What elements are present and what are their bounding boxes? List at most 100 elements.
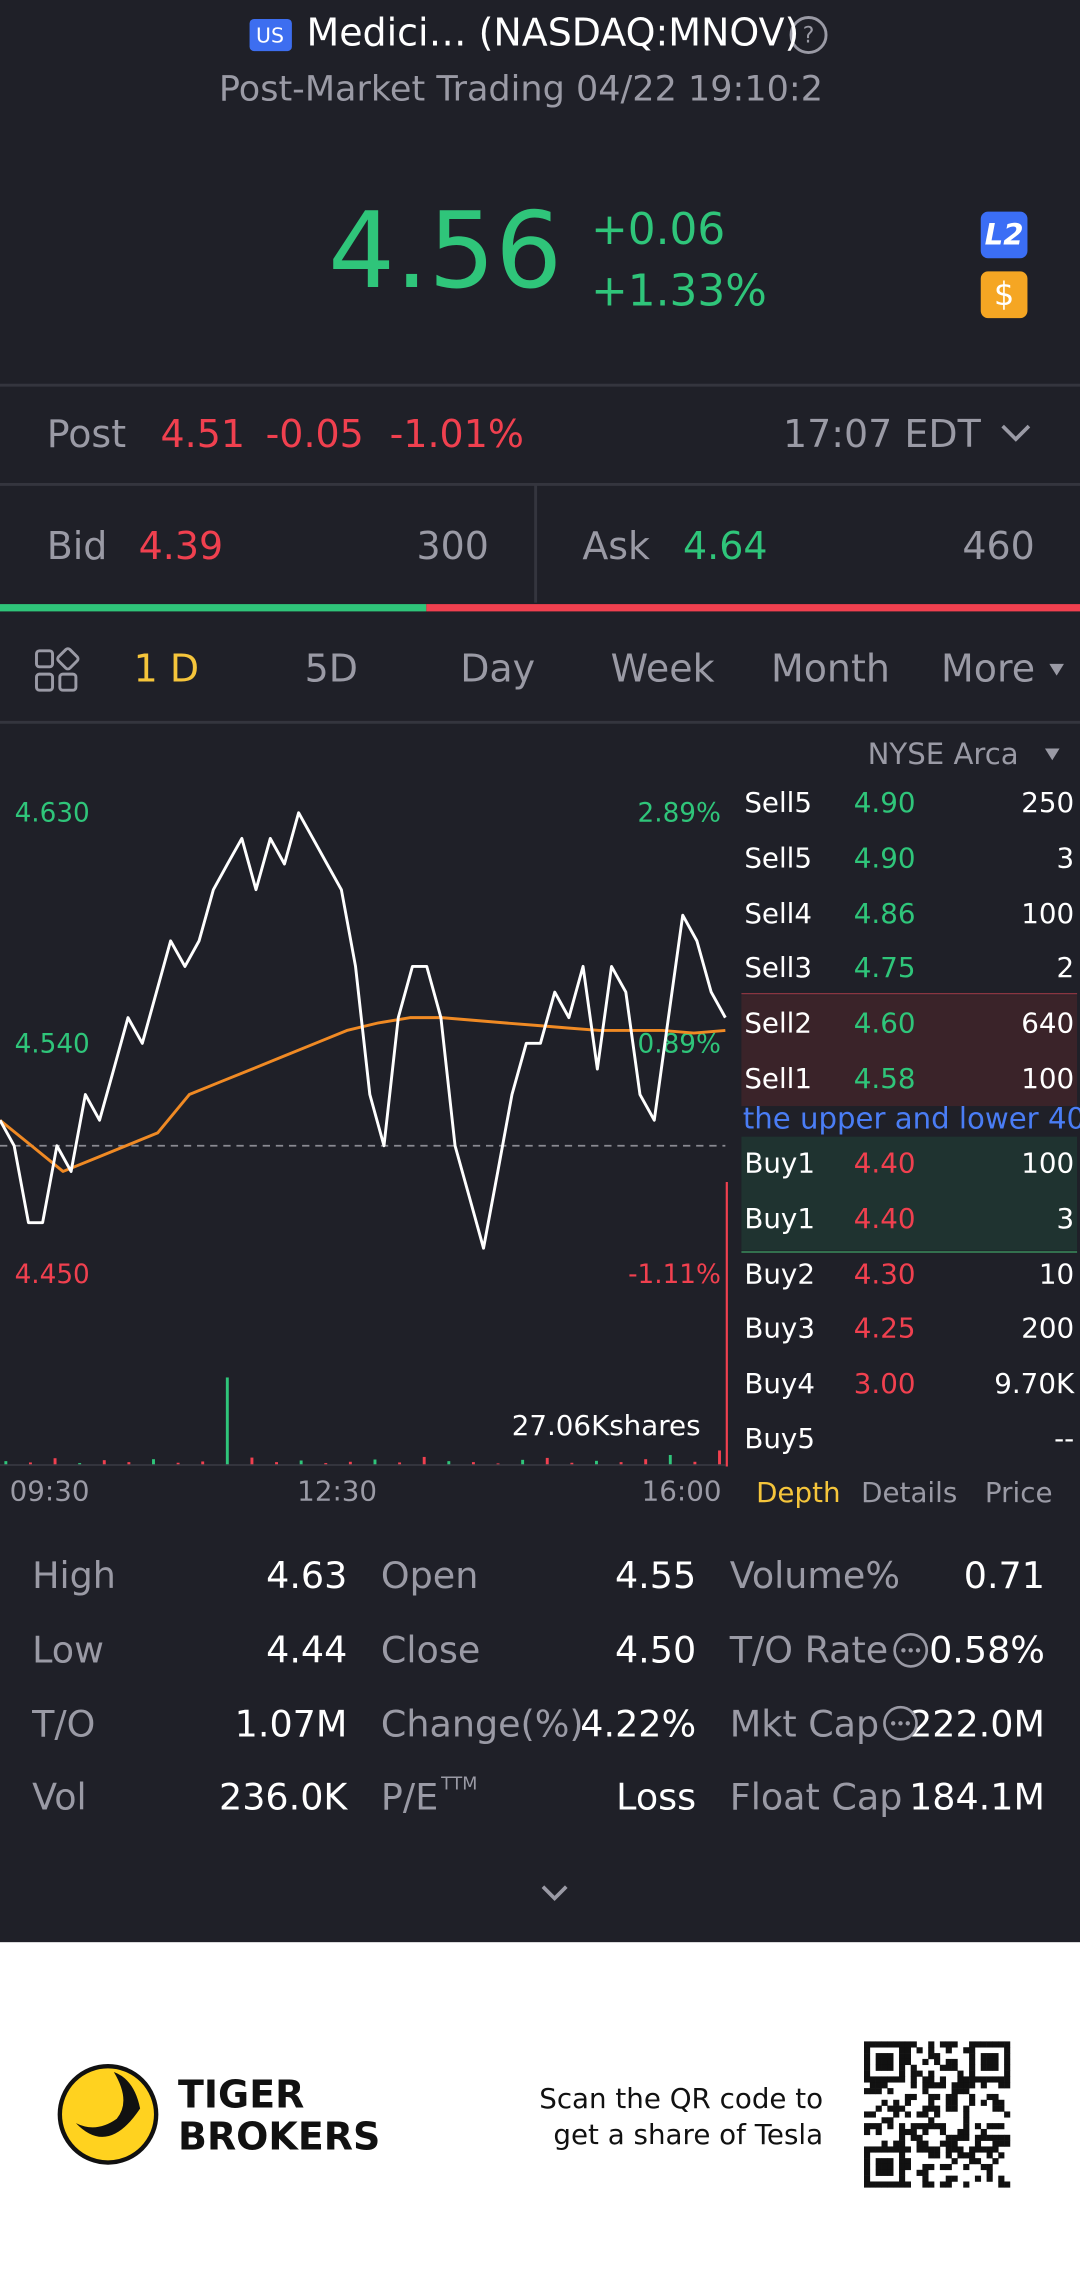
info-dot [915, 1648, 921, 1653]
qr-cell [969, 2099, 976, 2106]
more-arrow[interactable] [1049, 663, 1064, 676]
qr-cell [986, 2058, 993, 2066]
bid-size: 300 [416, 524, 488, 568]
qr-cell [998, 2175, 1005, 2182]
qr-cell [986, 2041, 993, 2048]
qr-cell [969, 2093, 976, 2101]
qr-cell [904, 2053, 911, 2060]
info-dot [891, 1721, 896, 1726]
qr-cell [910, 2041, 917, 2048]
volume-bar [595, 1460, 598, 1466]
qr-cell [928, 2181, 935, 2188]
qr-cell [957, 2076, 964, 2083]
qr-cell [864, 2181, 871, 2188]
qr-cell [986, 2175, 993, 2182]
y-tick-label: 4.630 [15, 799, 90, 829]
book-price: 4.25 [854, 1311, 916, 1344]
qr-cell [969, 2053, 976, 2060]
book-tab[interactable]: Price [985, 1476, 1053, 1509]
stat-value: Loss [616, 1776, 696, 1819]
qr-cell [1004, 2111, 1011, 2118]
qr-cell [864, 2088, 871, 2095]
volume-bar [521, 1459, 525, 1466]
qr-cell [864, 2070, 871, 2077]
qr-cell [945, 2175, 952, 2182]
book-size: 200 [1021, 1311, 1074, 1344]
stat-label: P/E [381, 1776, 438, 1819]
qr-cell [963, 2152, 970, 2159]
qr-cell [904, 2158, 911, 2165]
book-level: Buy1 [744, 1146, 815, 1179]
x-tick-label: 16:00 [642, 1475, 722, 1508]
period-tab[interactable]: More [941, 647, 1035, 691]
qr-cell [998, 2041, 1005, 2048]
qr-cell [899, 2134, 906, 2141]
book-price: 4.58 [854, 1062, 916, 1095]
expand-chevron[interactable] [541, 1885, 568, 1901]
qr-cell [928, 2123, 935, 2130]
level2-badge-bg [980, 211, 1028, 259]
qr-cell [899, 2123, 906, 2130]
book-tab[interactable]: Details [861, 1476, 957, 1509]
ask-label: Ask [582, 524, 650, 568]
qr-cell [986, 2093, 993, 2101]
qr-cell [992, 2158, 999, 2165]
stat-label: T/O [31, 1703, 95, 1746]
qr-cell [963, 2117, 970, 2124]
book-tab[interactable]: Depth [756, 1476, 840, 1509]
period-tab[interactable]: Week [611, 647, 715, 691]
qr-cell [969, 2146, 976, 2153]
qr-cell [869, 2088, 876, 2095]
qr-cell [986, 2053, 993, 2060]
qr-cell [945, 2140, 952, 2147]
qr-cell [986, 2076, 993, 2083]
qr-cell [899, 2053, 906, 2060]
qr-cell [934, 2093, 941, 2101]
qr-cell [875, 2041, 882, 2048]
stat-value: 4.50 [615, 1628, 696, 1671]
qr-cell [934, 2058, 941, 2066]
exchange-dropdown[interactable] [1044, 748, 1060, 761]
qr-cell [893, 2099, 900, 2106]
qr-cell [922, 2163, 929, 2171]
qr-cell [945, 2058, 952, 2066]
qr-cell [951, 2064, 958, 2071]
qr-cell [887, 2105, 894, 2112]
y-tick-label: 4.540 [15, 1029, 90, 1059]
help-icon[interactable] [789, 16, 828, 54]
qr-cell [893, 2111, 900, 2118]
qr-cell [910, 2128, 917, 2136]
stat-label: Close [381, 1628, 480, 1671]
qr-cell [934, 2123, 941, 2130]
qr-cell [969, 2076, 976, 2083]
exchange-selector[interactable]: NYSE Arca [868, 737, 1019, 771]
book-size: 640 [1021, 1006, 1074, 1039]
qr-cell [963, 2088, 970, 2095]
qr-cell [887, 2117, 894, 2124]
qr-cell [899, 2058, 906, 2066]
qr-cell [939, 2076, 947, 2083]
level2-badge: L2 [985, 217, 1024, 251]
promo-text: Scan the QR code to [539, 2082, 823, 2115]
volume-bar [28, 1462, 32, 1466]
period-tab[interactable]: Day [460, 647, 535, 691]
volume-bar [570, 1462, 574, 1466]
period-tab[interactable]: Month [771, 647, 890, 691]
info-icon[interactable] [893, 1632, 929, 1668]
qr-cell [1004, 2181, 1011, 2188]
info-icon[interactable] [883, 1705, 918, 1741]
period-tab[interactable]: 5D [305, 647, 358, 691]
qr-cell [875, 2128, 882, 2136]
layout-icon[interactable] [35, 647, 80, 692]
info-dot [901, 1648, 906, 1653]
time-dropdown[interactable] [1001, 424, 1031, 442]
book-price: 4.90 [854, 841, 916, 874]
book-level: Sell5 [744, 786, 812, 819]
qr-cell [922, 2146, 929, 2153]
qr-cell [910, 2093, 917, 2101]
period-tab[interactable]: 1 D [134, 647, 199, 691]
qr-cell [875, 2105, 882, 2112]
volume-bar [644, 1459, 648, 1466]
stat-label: Float Cap [730, 1776, 903, 1819]
